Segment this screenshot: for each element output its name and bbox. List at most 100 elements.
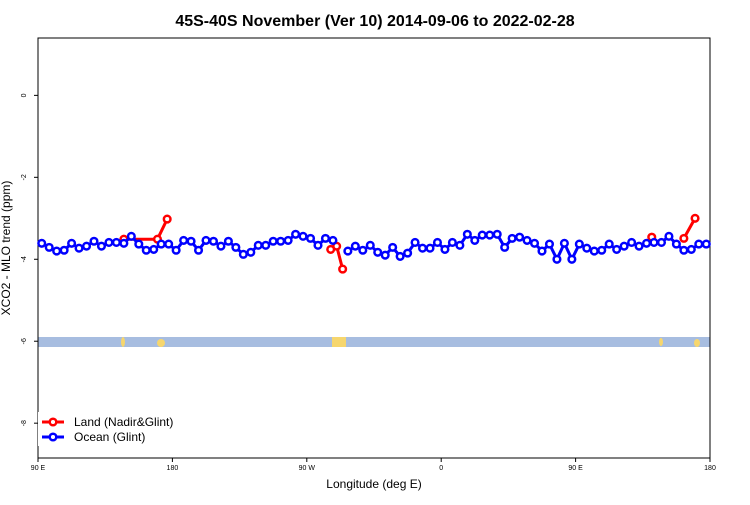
data-point: [544, 239, 555, 249]
data-point: [74, 243, 84, 253]
data-point: [261, 240, 271, 250]
data-point: [343, 246, 353, 256]
data-point: [522, 235, 532, 245]
data-point: [455, 240, 465, 250]
x-tick-label: 90 W: [299, 465, 316, 472]
data-point: [298, 231, 308, 241]
data-point: [291, 229, 301, 239]
data-point: [686, 244, 696, 254]
data-point: [164, 239, 174, 249]
data-point: [537, 246, 547, 256]
data-point: [338, 264, 348, 274]
land-patch: [157, 339, 165, 347]
data-point: [395, 251, 405, 261]
data-point: [268, 236, 278, 246]
x-tick-label: 90 E: [31, 465, 46, 472]
data-point: [679, 233, 689, 243]
data-point: [432, 237, 443, 248]
data-point: [253, 240, 263, 250]
data-point: [492, 229, 502, 239]
data-point: [574, 239, 584, 249]
data-point: [701, 239, 711, 249]
data-point: [52, 246, 62, 256]
land-mask: [38, 337, 710, 347]
data-point: [470, 235, 480, 245]
data-point: [552, 254, 562, 264]
plot-frame: [37, 37, 711, 459]
y-axis-label: XCO2 - MLO trend (ppm): [0, 181, 13, 316]
data-point: [156, 239, 166, 249]
data-point: [582, 243, 592, 253]
data-point: [193, 245, 204, 255]
data-point: [619, 241, 629, 251]
data-point: [529, 238, 540, 248]
data-point: [380, 250, 390, 260]
data-point: [44, 242, 54, 252]
data-point: [111, 237, 121, 248]
legend-label: Land (Nadir&Glint): [74, 415, 173, 429]
data-point: [690, 213, 700, 223]
data-point: [679, 245, 689, 255]
data-point: [246, 247, 256, 257]
data-point: [507, 233, 517, 243]
data-point: [283, 235, 293, 245]
data-point: [500, 242, 510, 252]
data-point: [276, 236, 286, 246]
data-point: [612, 244, 622, 254]
data-point: [373, 247, 383, 257]
data-point: [134, 239, 144, 249]
data-point: [649, 237, 659, 248]
data-point: [604, 239, 614, 249]
data-point: [388, 242, 398, 252]
legend-label: Ocean (Glint): [74, 430, 145, 444]
data-point: [67, 238, 77, 248]
data-point: [462, 229, 472, 239]
data-point: [447, 237, 457, 248]
data-point: [328, 235, 338, 245]
data-point: [37, 238, 47, 248]
data-point: [485, 230, 495, 240]
land-patch: [694, 339, 700, 347]
y-tick-label: -6: [21, 338, 28, 344]
data-point: [119, 238, 129, 248]
x-tick-label: 0: [439, 465, 443, 472]
data-point: [141, 245, 151, 255]
land-patch: [332, 337, 346, 347]
data-point: [320, 233, 331, 243]
data-point: [567, 254, 577, 264]
data-point: [656, 237, 667, 248]
data-point: [208, 236, 219, 246]
data-point: [81, 241, 92, 251]
data-point: [664, 231, 674, 241]
legend: Land (Nadir&Glint)Ocean (Glint): [38, 412, 188, 446]
data-point: [694, 239, 704, 249]
data-point: [641, 238, 652, 248]
data-point: [201, 235, 211, 245]
data-point: [149, 244, 159, 254]
x-axis-label: Longitude (deg E): [326, 477, 421, 491]
data-point: [216, 241, 226, 251]
land-patch: [659, 338, 663, 346]
data-point: [96, 241, 107, 251]
data-point: [627, 237, 637, 248]
data-point: [365, 240, 375, 250]
data-point: [89, 236, 99, 246]
y-tick-label: -2: [21, 174, 28, 180]
x-tick-label: 90 E: [568, 465, 583, 472]
data-point: [559, 238, 569, 248]
data-point: [634, 241, 644, 251]
data-point: [477, 230, 487, 240]
legend-marker: [48, 417, 58, 427]
x-tick-label: 180: [704, 465, 716, 472]
data-point: [440, 244, 450, 254]
land-patch: [121, 337, 125, 347]
data-point: [59, 245, 69, 255]
data-point: [589, 246, 599, 256]
data-point: [186, 236, 196, 246]
data-point: [515, 232, 525, 242]
data-point: [104, 237, 114, 248]
x-tick-label: 180: [167, 465, 179, 472]
data-point: [597, 245, 607, 255]
data-point: [403, 248, 413, 258]
